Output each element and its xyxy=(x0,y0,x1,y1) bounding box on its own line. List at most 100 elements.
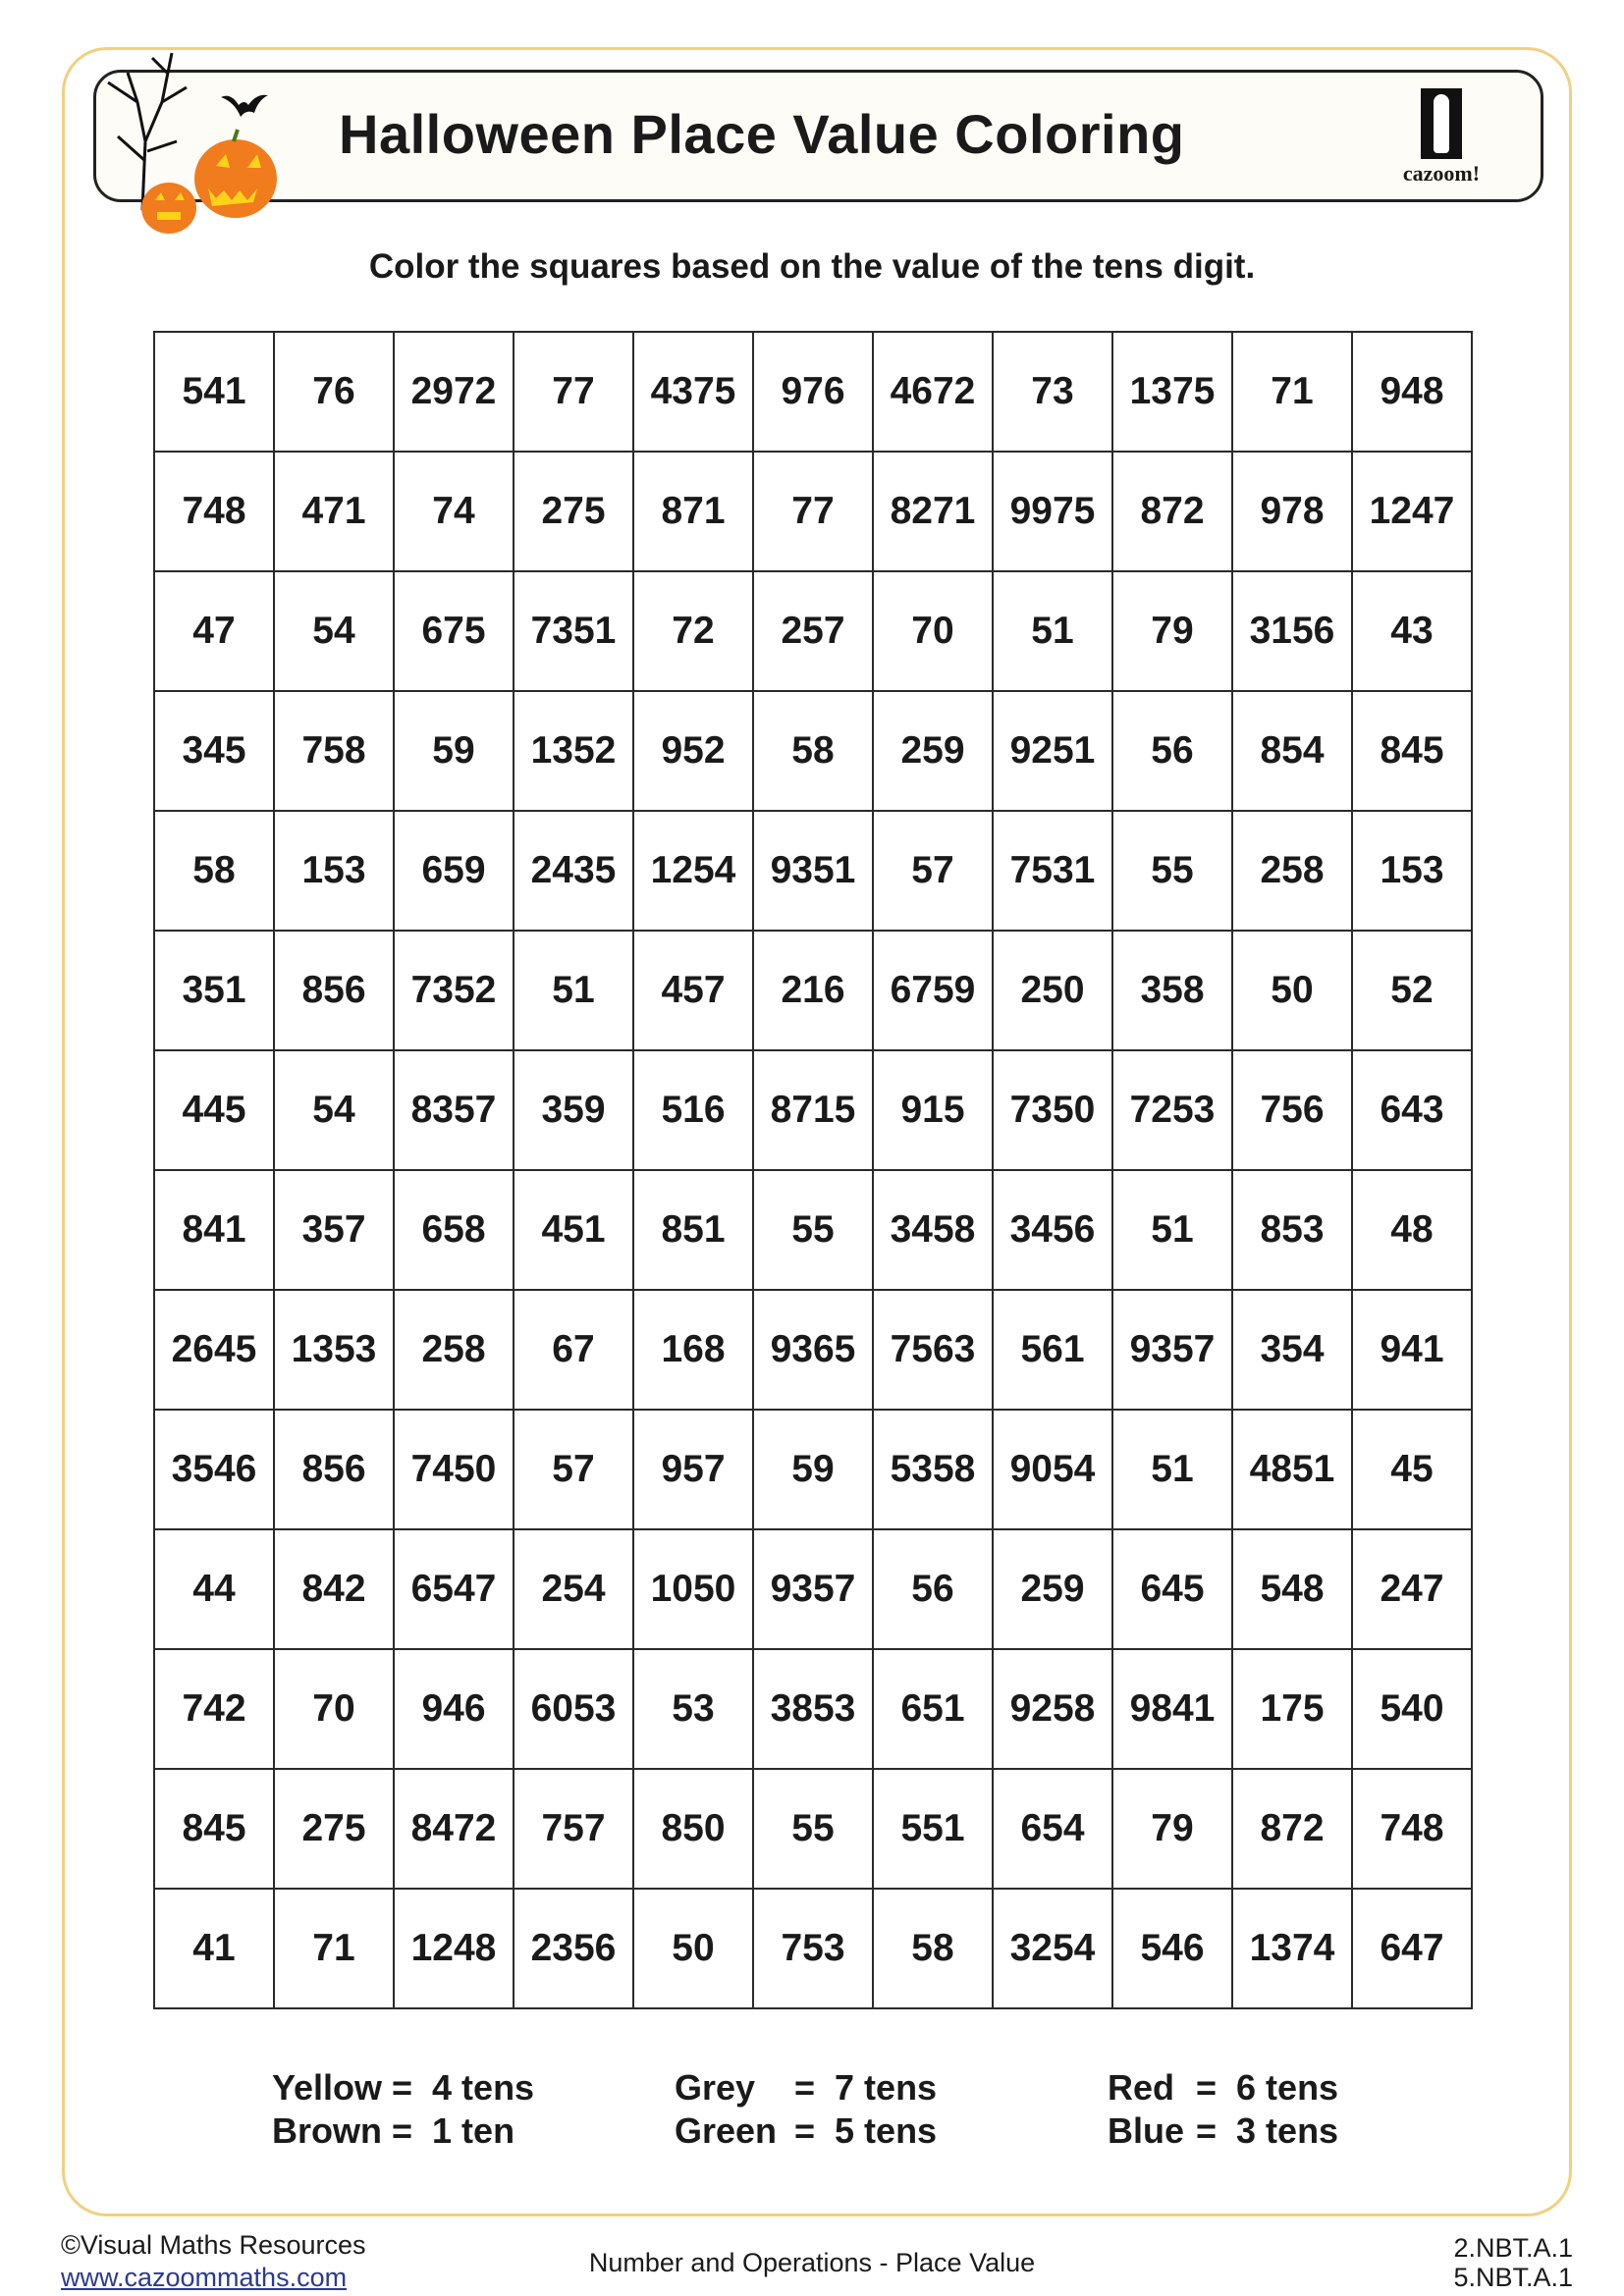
grid-cell[interactable]: 841 xyxy=(153,1169,275,1291)
grid-cell[interactable]: 51 xyxy=(1111,1409,1233,1530)
grid-cell[interactable]: 516 xyxy=(632,1049,754,1171)
grid-cell[interactable]: 55 xyxy=(752,1768,874,1890)
grid-cell[interactable]: 872 xyxy=(1231,1768,1353,1890)
grid-cell[interactable]: 72 xyxy=(632,570,754,692)
grid-cell[interactable]: 753 xyxy=(752,1888,874,2009)
grid-cell[interactable]: 978 xyxy=(1231,451,1353,572)
grid-cell[interactable]: 7450 xyxy=(393,1409,514,1530)
grid-cell[interactable]: 756 xyxy=(1231,1049,1353,1171)
grid-cell[interactable]: 8357 xyxy=(393,1049,514,1171)
grid-cell[interactable]: 1374 xyxy=(1231,1888,1353,2009)
grid-cell[interactable]: 9365 xyxy=(752,1289,874,1411)
grid-cell[interactable]: 57 xyxy=(872,810,994,932)
grid-cell[interactable]: 748 xyxy=(153,451,275,572)
grid-cell[interactable]: 79 xyxy=(1111,570,1233,692)
grid-cell[interactable]: 175 xyxy=(1231,1648,1353,1770)
grid-cell[interactable]: 6759 xyxy=(872,930,994,1051)
grid-cell[interactable]: 7351 xyxy=(513,570,634,692)
grid-cell[interactable]: 8271 xyxy=(872,451,994,572)
grid-cell[interactable]: 258 xyxy=(393,1289,514,1411)
grid-cell[interactable]: 654 xyxy=(992,1768,1113,1890)
grid-cell[interactable]: 50 xyxy=(1231,930,1353,1051)
grid-cell[interactable]: 6547 xyxy=(393,1528,514,1650)
grid-cell[interactable]: 645 xyxy=(1111,1528,1233,1650)
grid-cell[interactable]: 55 xyxy=(1111,810,1233,932)
grid-cell[interactable]: 3546 xyxy=(153,1409,275,1530)
grid-cell[interactable]: 76 xyxy=(273,331,395,453)
grid-cell[interactable]: 59 xyxy=(393,690,514,812)
grid-cell[interactable]: 50 xyxy=(632,1888,754,2009)
grid-cell[interactable]: 675 xyxy=(393,570,514,692)
grid-cell[interactable]: 658 xyxy=(393,1169,514,1291)
grid-cell[interactable]: 74 xyxy=(393,451,514,572)
grid-cell[interactable]: 4851 xyxy=(1231,1409,1353,1530)
grid-cell[interactable]: 946 xyxy=(393,1648,514,1770)
grid-cell[interactable]: 54 xyxy=(273,570,395,692)
grid-cell[interactable]: 2645 xyxy=(153,1289,275,1411)
grid-cell[interactable]: 1050 xyxy=(632,1528,754,1650)
grid-cell[interactable]: 9357 xyxy=(1111,1289,1233,1411)
grid-cell[interactable]: 9357 xyxy=(752,1528,874,1650)
grid-cell[interactable]: 546 xyxy=(1111,1888,1233,2009)
grid-cell[interactable]: 56 xyxy=(1111,690,1233,812)
grid-cell[interactable]: 856 xyxy=(273,930,395,1051)
grid-cell[interactable]: 957 xyxy=(632,1409,754,1530)
grid-cell[interactable]: 73 xyxy=(992,331,1113,453)
grid-cell[interactable]: 45 xyxy=(1351,1409,1473,1530)
grid-cell[interactable]: 4375 xyxy=(632,331,754,453)
grid-cell[interactable]: 3458 xyxy=(872,1169,994,1291)
grid-cell[interactable]: 9351 xyxy=(752,810,874,932)
grid-cell[interactable]: 275 xyxy=(513,451,634,572)
grid-cell[interactable]: 44 xyxy=(153,1528,275,1650)
grid-cell[interactable]: 2356 xyxy=(513,1888,634,2009)
grid-cell[interactable]: 71 xyxy=(1231,331,1353,453)
grid-cell[interactable]: 471 xyxy=(273,451,395,572)
grid-cell[interactable]: 647 xyxy=(1351,1888,1473,2009)
grid-cell[interactable]: 952 xyxy=(632,690,754,812)
grid-cell[interactable]: 358 xyxy=(1111,930,1233,1051)
grid-cell[interactable]: 548 xyxy=(1231,1528,1353,1650)
grid-cell[interactable]: 9841 xyxy=(1111,1648,1233,1770)
grid-cell[interactable]: 3853 xyxy=(752,1648,874,1770)
grid-cell[interactable]: 8715 xyxy=(752,1049,874,1171)
grid-cell[interactable]: 445 xyxy=(153,1049,275,1171)
grid-cell[interactable]: 153 xyxy=(1351,810,1473,932)
grid-cell[interactable]: 70 xyxy=(273,1648,395,1770)
grid-cell[interactable]: 451 xyxy=(513,1169,634,1291)
grid-cell[interactable]: 259 xyxy=(992,1528,1113,1650)
grid-cell[interactable]: 67 xyxy=(513,1289,634,1411)
grid-cell[interactable]: 2435 xyxy=(513,810,634,932)
grid-cell[interactable]: 948 xyxy=(1351,331,1473,453)
grid-cell[interactable]: 345 xyxy=(153,690,275,812)
grid-cell[interactable]: 54 xyxy=(273,1049,395,1171)
grid-cell[interactable]: 853 xyxy=(1231,1169,1353,1291)
website-link[interactable]: www.cazoommaths.com xyxy=(61,2263,348,2292)
grid-cell[interactable]: 357 xyxy=(273,1169,395,1291)
grid-cell[interactable]: 9975 xyxy=(992,451,1113,572)
grid-cell[interactable]: 3254 xyxy=(992,1888,1113,2009)
grid-cell[interactable]: 540 xyxy=(1351,1648,1473,1770)
grid-cell[interactable]: 850 xyxy=(632,1768,754,1890)
grid-cell[interactable]: 3156 xyxy=(1231,570,1353,692)
grid-cell[interactable]: 57 xyxy=(513,1409,634,1530)
grid-cell[interactable]: 872 xyxy=(1111,451,1233,572)
grid-cell[interactable]: 56 xyxy=(872,1528,994,1650)
grid-cell[interactable]: 254 xyxy=(513,1528,634,1650)
grid-cell[interactable]: 854 xyxy=(1231,690,1353,812)
grid-cell[interactable]: 1375 xyxy=(1111,331,1233,453)
grid-cell[interactable]: 659 xyxy=(393,810,514,932)
grid-cell[interactable]: 1247 xyxy=(1351,451,1473,572)
grid-cell[interactable]: 258 xyxy=(1231,810,1353,932)
grid-cell[interactable]: 7350 xyxy=(992,1049,1113,1171)
grid-cell[interactable]: 247 xyxy=(1351,1528,1473,1650)
grid-cell[interactable]: 259 xyxy=(872,690,994,812)
grid-cell[interactable]: 643 xyxy=(1351,1049,1473,1171)
grid-cell[interactable]: 651 xyxy=(872,1648,994,1770)
grid-cell[interactable]: 216 xyxy=(752,930,874,1051)
grid-cell[interactable]: 4672 xyxy=(872,331,994,453)
grid-cell[interactable]: 53 xyxy=(632,1648,754,1770)
grid-cell[interactable]: 351 xyxy=(153,930,275,1051)
grid-cell[interactable]: 976 xyxy=(752,331,874,453)
grid-cell[interactable]: 6053 xyxy=(513,1648,634,1770)
grid-cell[interactable]: 48 xyxy=(1351,1169,1473,1291)
